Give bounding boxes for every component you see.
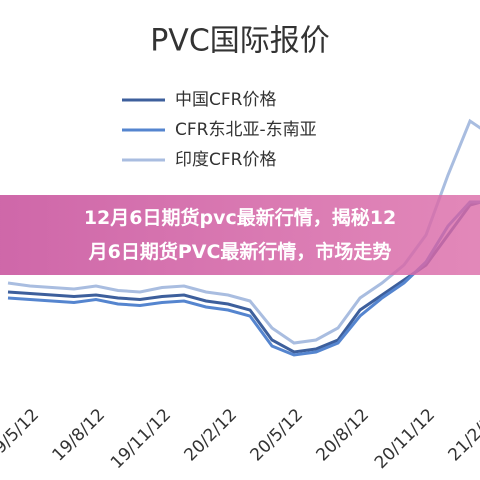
x-tick-label: 19/8/12	[49, 405, 109, 465]
x-tick-label: 20/11/12	[371, 405, 439, 473]
x-tick-label: 21/2/12	[445, 405, 480, 465]
x-tick-label: 19/5/12	[0, 405, 43, 465]
x-tick-label: 19/11/12	[107, 405, 175, 473]
x-tick-label: 20/5/12	[247, 405, 307, 465]
x-tick-label: 20/8/12	[313, 405, 373, 465]
x-tick-label: 20/2/12	[181, 405, 241, 465]
banner-line: 月6日期货PVC最新行情，市场走势	[88, 241, 392, 263]
chart-title: PVC国际报价	[150, 24, 330, 59]
legend-label: 中国CFR价格	[175, 90, 276, 110]
banner-line: 12月6日期货pvc最新行情，揭秘12	[83, 207, 397, 229]
banner: 12月6日期货pvc最新行情，揭秘12 月6日期货PVC最新行情，市场走势	[0, 195, 480, 275]
legend-label: 印度CFR价格	[175, 150, 276, 170]
legend-label: CFR东北亚-东南亚	[175, 120, 317, 140]
